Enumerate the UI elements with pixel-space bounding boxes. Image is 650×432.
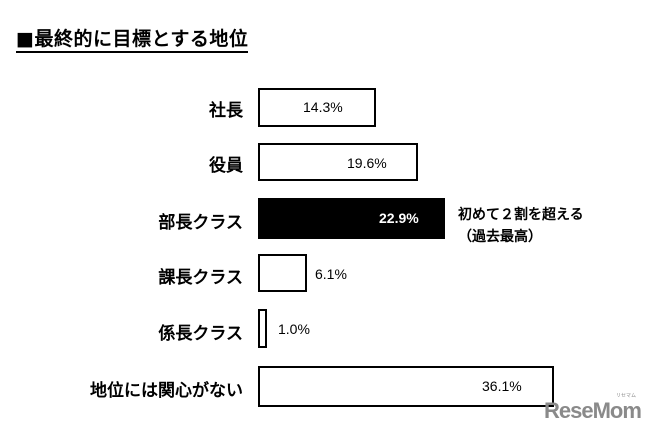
category-label-section-manager: 課長クラス (158, 268, 243, 288)
value-label-department-manager: 22.9% (379, 210, 419, 226)
value-label-no-interest: 36.1% (482, 378, 522, 394)
bar-president (258, 88, 376, 127)
category-label-no-interest: 地位には関心がない (90, 381, 243, 401)
category-label-department-manager: 部長クラス (158, 213, 243, 233)
category-label-president: 社長 (209, 101, 243, 121)
watermark-logo: ReseMom (544, 398, 642, 423)
watermark-kana: リセマム (616, 393, 637, 399)
category-label-chief: 係長クラス (158, 324, 243, 344)
chart-title: ■最終的に目標とする地位 (16, 28, 249, 53)
annotation-line-1: 初めて２割を超える (458, 207, 584, 223)
bar-no-interest (258, 366, 554, 407)
category-label-executive: 役員 (209, 156, 243, 176)
bar-chief (258, 309, 267, 348)
annotation-line-2: （過去最高） (458, 229, 542, 245)
bar-department-manager (258, 198, 445, 239)
bar-executive (258, 143, 418, 181)
value-label-president: 14.3% (303, 99, 343, 115)
annotation: 初めて２割を超える （過去最高） (458, 204, 584, 248)
value-label-chief: 1.0% (278, 321, 310, 337)
value-label-section-manager: 6.1% (315, 266, 347, 282)
bar-section-manager (258, 254, 307, 292)
value-label-executive: 19.6% (347, 155, 387, 171)
